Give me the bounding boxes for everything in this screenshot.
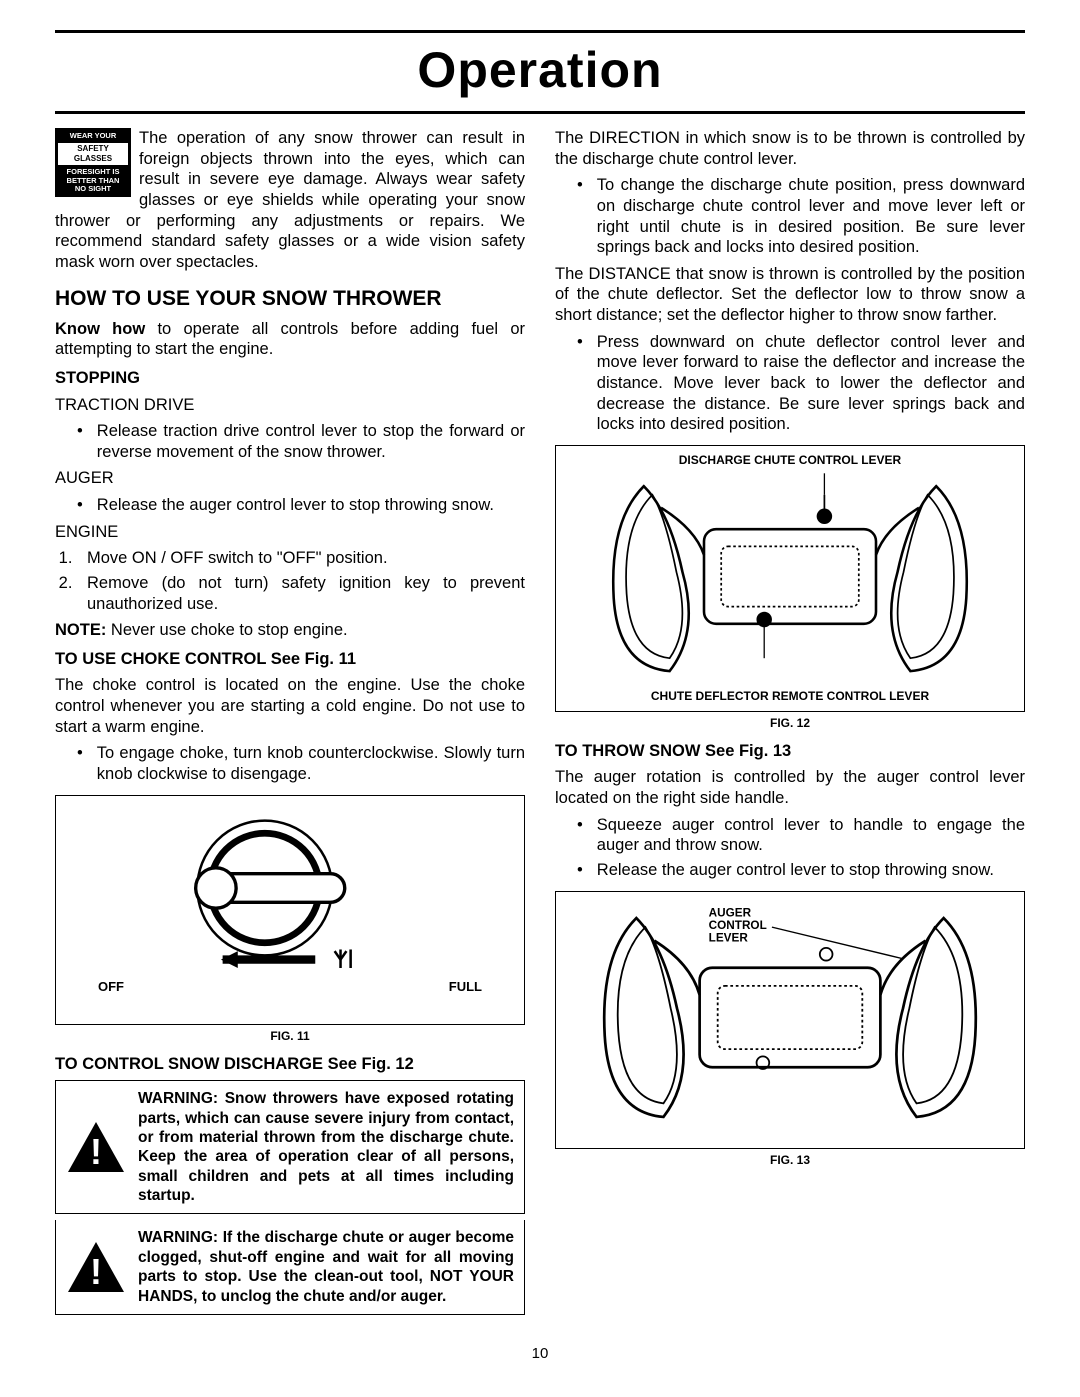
discharge-heading: TO CONTROL SNOW DISCHARGE See Fig. 12 xyxy=(55,1054,525,1075)
figure-11: OFF FULL xyxy=(55,795,525,1025)
warning-icon: ! xyxy=(66,1120,126,1175)
svg-text:CONTROL: CONTROL xyxy=(709,918,767,931)
figure-13: AUGER CONTROL LEVER xyxy=(555,891,1025,1150)
page-title: Operation xyxy=(55,41,1025,99)
warning-box-1: ! WARNING: Snow throwers have exposed ro… xyxy=(55,1080,525,1214)
note-bold: NOTE: xyxy=(55,621,106,639)
list-item: Release traction drive control lever to … xyxy=(55,421,525,462)
figure-12: DISCHARGE CHUTE CONTROL LEVER xyxy=(555,445,1025,712)
right-column: The DIRECTION in which snow is to be thr… xyxy=(555,128,1025,1315)
knowhow-paragraph: Know how to operate all controls before … xyxy=(55,319,525,360)
safety-glasses-badge: WEAR YOUR SAFETY GLASSES FORESIGHT IS BE… xyxy=(55,128,131,197)
section-heading: HOW TO USE YOUR SNOW THROWER xyxy=(55,286,525,312)
fig13-label: AUGER xyxy=(709,906,752,919)
warning-text: WARNING: If the discharge chute or auger… xyxy=(138,1228,514,1306)
full-label: FULL xyxy=(449,979,482,995)
auger-heading: AUGER xyxy=(55,468,525,489)
figure-caption: FIG. 11 xyxy=(55,1029,525,1044)
fig12-bottom-label: CHUTE DEFLECTOR REMOTE CONTROL LEVER xyxy=(564,690,1016,703)
throw-heading: TO THROW SNOW See Fig. 13 xyxy=(555,741,1025,762)
note: NOTE: Never use choke to stop engine. xyxy=(55,620,525,641)
svg-text:!: ! xyxy=(90,1251,102,1292)
engine-heading: ENGINE xyxy=(55,522,525,543)
list-item: Squeeze auger control lever to handle to… xyxy=(555,815,1025,856)
list-item: Remove (do not turn) safety ignition key… xyxy=(77,573,525,614)
stopping-heading: STOPPING xyxy=(55,368,525,389)
figure-caption: FIG. 13 xyxy=(555,1153,1025,1168)
badge-line: FORESIGHT IS BETTER THAN NO SIGHT xyxy=(58,167,128,194)
warning-icon: ! xyxy=(66,1240,126,1295)
title-section: Operation xyxy=(55,33,1025,114)
list-item: Release the auger control lever to stop … xyxy=(55,495,525,516)
left-column: WEAR YOUR SAFETY GLASSES FORESIGHT IS BE… xyxy=(55,128,525,1315)
svg-text:LEVER: LEVER xyxy=(709,931,749,944)
list-item: To change the discharge chute position, … xyxy=(555,175,1025,258)
distance-paragraph: The DISTANCE that snow is thrown is cont… xyxy=(555,264,1025,326)
note-text: Never use choke to stop engine. xyxy=(106,621,347,639)
list-item: Press downward on chute deflector contro… xyxy=(555,332,1025,435)
svg-text:!: ! xyxy=(90,1131,102,1172)
list-item: Release the auger control lever to stop … xyxy=(555,860,1025,881)
direction-paragraph: The DIRECTION in which snow is to be thr… xyxy=(555,128,1025,169)
content-columns: WEAR YOUR SAFETY GLASSES FORESIGHT IS BE… xyxy=(55,128,1025,1315)
list-item: Move ON / OFF switch to "OFF" position. xyxy=(77,548,525,569)
handlebar-illustration xyxy=(564,469,1016,684)
auger-lever-illustration: AUGER CONTROL LEVER xyxy=(564,900,1016,1135)
choke-heading: TO USE CHOKE CONTROL See Fig. 11 xyxy=(55,649,525,670)
bold-lead: Know how xyxy=(55,320,145,338)
warning-text: WARNING: Snow throwers have exposed rota… xyxy=(138,1089,514,1205)
list-item: To engage choke, turn knob counterclockw… xyxy=(55,743,525,784)
warning-box-2: ! WARNING: If the discharge chute or aug… xyxy=(55,1220,525,1315)
knob-labels: OFF FULL xyxy=(68,979,512,995)
throw-paragraph: The auger rotation is controlled by the … xyxy=(555,767,1025,808)
fig12-top-label: DISCHARGE CHUTE CONTROL LEVER xyxy=(564,454,1016,467)
figure-caption: FIG. 12 xyxy=(555,716,1025,731)
traction-heading: TRACTION DRIVE xyxy=(55,395,525,416)
off-label: OFF xyxy=(98,979,124,995)
badge-line: SAFETY GLASSES xyxy=(58,143,128,165)
choke-knob-illustration xyxy=(68,808,512,968)
badge-line: WEAR YOUR xyxy=(58,131,128,141)
choke-paragraph: The choke control is located on the engi… xyxy=(55,675,525,737)
page-number: 10 xyxy=(55,1345,1025,1362)
